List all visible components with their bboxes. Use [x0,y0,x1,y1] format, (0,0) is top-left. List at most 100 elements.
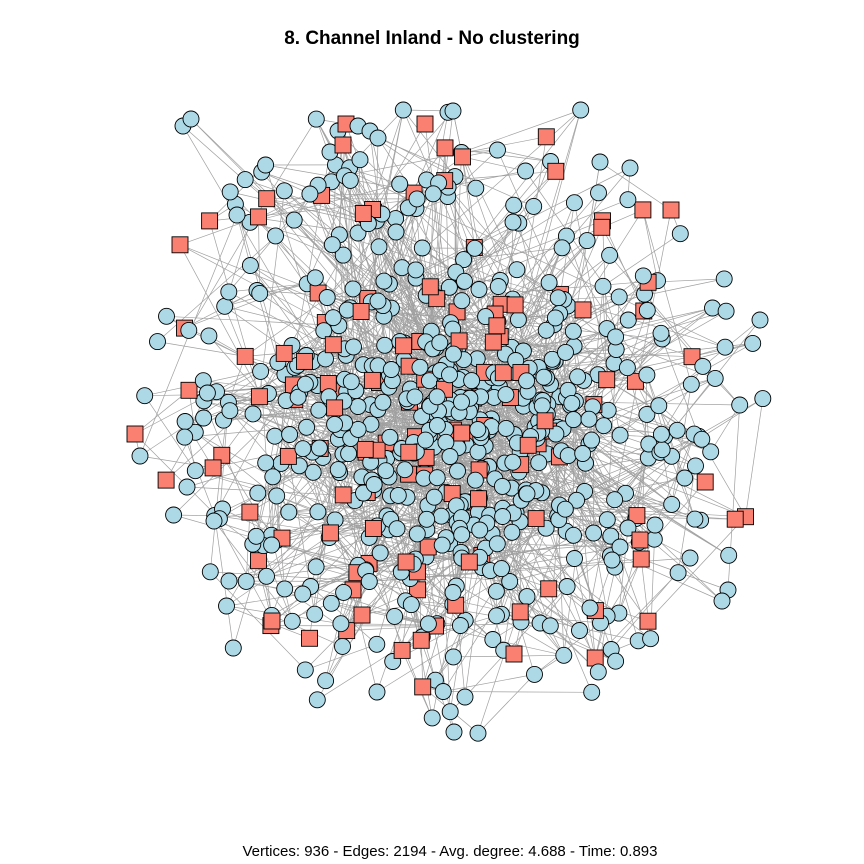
vertex-circle [368,683,386,701]
vertex-circle [441,703,459,721]
vertex-circle [585,524,603,542]
vertex-circle [407,261,425,279]
graph-edge [671,384,692,505]
vertex-circle [326,415,344,433]
vertex-square [364,520,382,537]
vertex-circle [308,691,326,709]
vertex-circle [176,413,194,430]
graph-edge [500,280,726,348]
chart-title: 8. Channel Inland - No clustering [284,28,580,49]
vertex-circle [131,447,149,465]
vertex-circle [543,350,561,368]
vertex-circle [205,512,223,530]
vertex-circle [413,239,431,257]
vertex-circle [494,508,512,525]
vertex-square [537,128,555,146]
vertex-square [527,510,545,528]
vertex-square [488,317,506,335]
vertex-circle [518,372,536,390]
graph-edge [255,436,276,537]
vertex-circle [201,563,219,581]
vertex-circle [285,211,303,229]
vertex-circle [374,393,392,411]
vertex-square [505,645,523,663]
vertex-circle [418,510,436,528]
vertex-square [326,399,344,417]
vertex-square [696,473,714,491]
vertex-circle [307,558,325,576]
vertex-square [598,371,616,389]
graph-edge [310,380,373,587]
vertex-circle [216,297,234,315]
vertex-circle [264,468,282,486]
vertex-circle [580,410,598,428]
graph-edge [461,109,581,153]
vertex-circle [310,439,328,457]
graph-edge [447,186,574,332]
vertex-circle [663,495,681,513]
graph-edge [256,290,330,538]
vertex-square [519,436,537,454]
graph-edge [266,511,319,577]
vertex-square [593,218,611,236]
vertex-circle [369,129,387,147]
vertex-square [352,303,370,320]
vertex-square [275,344,293,362]
graph-edge [352,220,377,290]
graph-edge [134,390,190,435]
graph-edge [190,118,372,303]
vertex-circle [324,309,342,327]
vertex-circle [420,372,438,390]
vertex-square [354,205,372,222]
vertex-square [204,459,222,477]
vertex-circle [706,369,724,387]
vertex-square [540,580,558,598]
vertex-square [397,553,415,571]
vertex-circle [309,503,327,521]
vertex-square [421,278,439,296]
vertex-circle [564,322,582,340]
vertex-circle [469,724,487,742]
vertex-square [250,208,267,226]
vertex-circle [437,433,455,451]
vertex-square [279,447,297,465]
graph-edge [588,443,638,516]
graph-edge [500,192,599,305]
graph-edge [599,161,672,211]
vertex-circle [589,663,607,681]
graph-edge [261,171,462,403]
vertex-circle [237,572,255,590]
vertex-square [536,412,554,430]
vertex-circle [417,431,434,449]
vertex-circle [294,585,312,603]
vertex-circle [546,309,564,327]
vertex-circle [432,507,450,525]
vertex-circle [377,462,395,480]
graph-edge [555,310,727,362]
vertex-circle [517,162,534,180]
vertex-circle [441,366,458,384]
vertex-circle [508,261,526,279]
vertex-circle [501,573,519,590]
vertex-square [171,236,189,254]
vertex-circle [444,584,462,601]
vertex-circle [489,278,507,295]
vertex-circle [345,338,362,356]
graph-edge [463,247,563,260]
vertex-circle [296,661,314,679]
graph-edge [595,457,649,611]
graph-edge [627,310,648,368]
vertex-square [453,424,471,442]
vertex-circle [444,102,462,120]
vertex-circle [488,535,506,553]
vertex-circle [381,428,399,446]
vertex-circle [504,213,522,231]
vertex-circle [294,440,312,458]
vertex-circle [469,443,487,461]
graph-stats-caption: Vertices: 936 - Edges: 2194 - Avg. degre… [242,843,658,860]
vertex-square [632,550,650,568]
vertex-circle [266,427,284,445]
vertex-circle [619,191,637,209]
vertex-circle [318,289,336,306]
vertex-circle [686,510,704,528]
